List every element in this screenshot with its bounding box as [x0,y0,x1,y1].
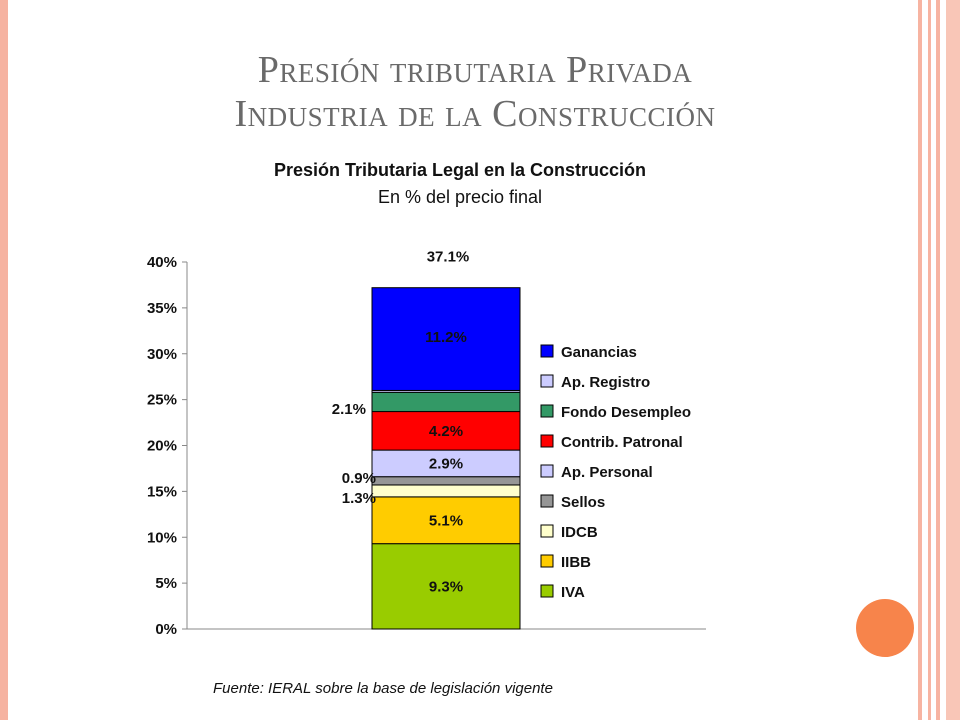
legend-label-ap-personal: Ap. Personal [561,464,653,481]
bar-segment-ap-personal [371,449,521,478]
decor-stripe [918,0,922,720]
data-label: 4.2% [429,423,463,440]
y-tick-label: 5% [155,575,177,592]
slide-title-line1: Presión tributaria Privada [257,49,693,91]
slide-title-line2: Industria de la Construcción [234,93,716,135]
bar-segment-ganancias [371,287,521,391]
legend-swatch-contrib-patronal [540,434,554,448]
legend-swatch-iva [540,584,554,598]
y-tick-label: 30% [147,346,177,363]
decor-stripe [928,0,931,720]
legend-label-ganancias: Ganancias [561,344,637,361]
legend-swatch-ap-personal [540,464,554,478]
y-tick-label: 40% [147,254,177,271]
y-tick-label: 0% [155,621,177,638]
chart-title: Presión Tributaria Legal en la Construcc… [273,160,647,180]
data-label: 11.2% [425,329,467,346]
chart-subtitle: En % del precio final [377,187,543,207]
bar-segment-contrib-patronal [371,411,521,451]
y-tick-label: 25% [147,392,177,409]
bar-segment-sellos [371,476,521,486]
y-tick-label: 15% [147,483,177,500]
data-label: 2.9% [429,455,463,472]
legend-label-fondo-desempleo: Fondo Desempleo [561,404,691,421]
bar-segment-idcb [371,484,521,498]
data-label: 2.1% [332,401,366,418]
y-tick-label: 35% [147,300,177,317]
legend-swatch-fondo-desempleo [540,404,554,418]
data-label: 5.1% [429,512,463,529]
decor-stripe [946,0,960,720]
y-tick-label: 10% [147,529,177,546]
legend-swatch-idcb [540,524,554,538]
legend-label-iibb: IIBB [561,554,591,571]
decor-stripe [936,0,940,720]
bar-segment-iibb [371,496,521,545]
bar-segment-fondo-desempleo [371,391,521,413]
legend-swatch-ap-registro [540,374,554,388]
legend-label-contrib-patronal: Contrib. Patronal [561,434,683,451]
slide-title: Presión tributaria Privada Industria de … [40,48,910,136]
total-label: 37.1% [427,249,470,266]
legend-label-iva: IVA [561,584,585,601]
source-note: Fuente: IERAL sobre la base de legislaci… [213,680,553,697]
legend-swatch-sellos [540,494,554,508]
legend-swatch-iibb [540,554,554,568]
bar-segment-iva [371,543,521,630]
legend-label-idcb: IDCB [561,524,598,541]
legend-label-ap-registro: Ap. Registro [561,374,650,391]
legend-label-sellos: Sellos [561,494,605,511]
data-label: 9.3% [429,578,463,595]
y-tick-label: 20% [147,438,177,455]
data-label: 1.3% [342,490,376,507]
decor-circle [856,599,914,657]
slide-left-border [0,0,8,720]
legend-swatch-ganancias [540,344,554,358]
data-label: 0.9% [342,470,376,487]
